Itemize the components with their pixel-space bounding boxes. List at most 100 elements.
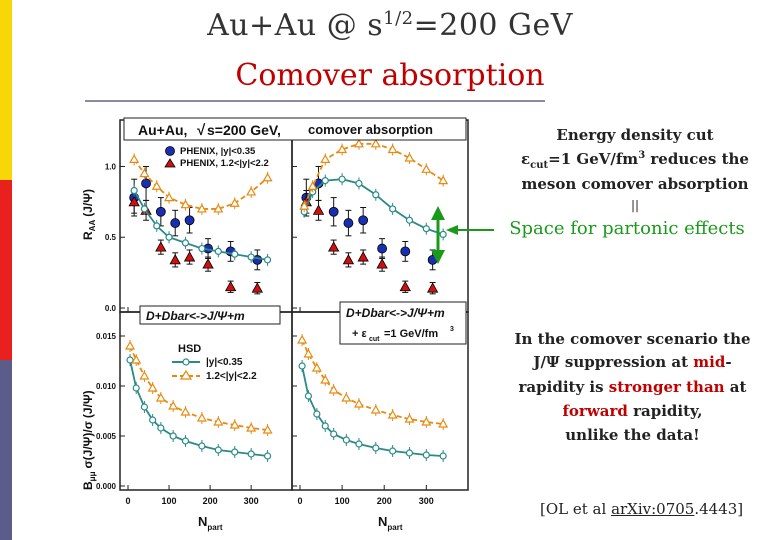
hsd-mid-point [389, 447, 397, 455]
hsd-mid-point [181, 437, 190, 445]
hsd-mid-point [214, 247, 222, 255]
accent-bar-red [0, 180, 12, 360]
x-tick-label: 300 [419, 496, 434, 506]
hsd-mid-point [181, 239, 190, 247]
y-tick-label: 0.005 [96, 432, 117, 441]
pipe: || [630, 198, 640, 212]
hsd-fwd-point [196, 412, 207, 422]
hsd-fwd-point [353, 398, 364, 408]
hsd-mid-point [140, 403, 149, 411]
eps-tail: reduces the [645, 150, 749, 168]
header-box [123, 117, 467, 141]
hsd-mid-point [247, 450, 255, 458]
hsd-fwd-point [131, 354, 142, 364]
hsd-fwd-point [213, 203, 224, 213]
box-left-text: D+Dbar<->J/Ψ+m [146, 309, 245, 323]
eps-rest: =1 GeV/fm [548, 150, 639, 168]
hsd-mid-point [439, 230, 447, 238]
tick-group: 0.0 0.5 1.0 0.000 0.005 0.010 0.015 0 100 200 300 0… [96, 162, 434, 506]
top-ylabel-aa: AA [88, 220, 97, 232]
hsd-mid-point [153, 222, 161, 230]
hsd-fwd-point [262, 172, 273, 182]
phenix-mid-point [328, 206, 339, 217]
eps-note-sup: 3 [450, 326, 454, 333]
phenix-mid-point [377, 243, 388, 254]
hsd-mid-point [130, 186, 138, 195]
energy-line1: Energy density cut [556, 126, 714, 144]
box-left [139, 305, 281, 325]
hsd-fwd-point [404, 152, 415, 162]
top-ylabel: RAA (J/Ψ) [81, 189, 97, 240]
y-tick-label: 0.000 [96, 482, 117, 491]
citation: [OL et al arXiv:0705.4443] [540, 500, 780, 518]
phenix-mid-point [400, 246, 411, 257]
bot-ylabel-sigma: σ(J/Ψ)/σ [81, 421, 95, 468]
x-tick-label: 0 [297, 496, 302, 506]
accent-bar-yellow [0, 0, 12, 180]
hsd-fwd-point [139, 370, 150, 380]
hsd-mid-point [372, 444, 380, 452]
eps-symbol: ε [521, 150, 531, 168]
title-suffix: =200 GeV [413, 8, 573, 43]
phenix-mid-point [155, 206, 166, 217]
hsd-mid-point [338, 175, 346, 183]
hsd-fwd-line [133, 158, 269, 210]
hsd-mid-point [231, 448, 239, 456]
x-tick-label: 0 [125, 496, 130, 506]
legend-hsd-title: HSD [178, 343, 201, 355]
hsd-fwd-point [129, 154, 140, 163]
hsd-fwd-point [387, 144, 398, 154]
eps-note-b: =1 GeV/fm [384, 328, 438, 340]
hsd-fwd-point [404, 413, 415, 423]
citation-link[interactable]: arXiv:0705 [611, 500, 695, 518]
hsd-mid-point [342, 436, 350, 444]
p2-line2b: mid [693, 353, 726, 371]
x-tick-label: 300 [244, 496, 259, 506]
hsd-fwd-point [139, 168, 150, 178]
double-arrow-head-up [431, 206, 445, 220]
hsd-fwd-point [341, 392, 352, 402]
mark-group [125, 137, 449, 462]
pointer-arrow-head [446, 225, 458, 235]
p2-line5: unlike the data! [565, 426, 700, 444]
legend-hsd-mid-marker [182, 358, 190, 366]
hsd-fwd-point [438, 418, 449, 428]
box-right-text: D+Dbar<->J/Ψ+m [346, 306, 445, 320]
x-tick-label: 200 [377, 496, 392, 506]
hsd-mid-point [157, 424, 165, 432]
phenix-fwd-point [342, 254, 355, 265]
phenix-fwd-point [155, 241, 167, 252]
hsd-mid-point [405, 216, 414, 224]
hsd-mid-line [133, 190, 268, 261]
p2-line4a: forward [562, 402, 628, 420]
hsd-mid-point [355, 179, 363, 188]
box-right [339, 301, 467, 345]
hsd-mid-point [132, 384, 140, 392]
hsd-mid-point [198, 244, 206, 253]
legend-phenix-fwd-marker [164, 158, 176, 168]
hsd-mid-point [263, 256, 272, 264]
header-sqrt: √ [197, 122, 206, 139]
top-ylabel-jpsi: (J/Ψ) [81, 189, 95, 217]
hsd-fwd-point [213, 416, 224, 426]
legend-phenix-1: PHENIX, |y|<0.35 [180, 146, 256, 157]
hsd-mid-line [303, 178, 444, 236]
hsd-mid-point [389, 205, 397, 213]
xlabel-right-sub: part [387, 523, 402, 532]
phenix-fwd-point [251, 282, 263, 293]
hsd-mid-point [298, 362, 306, 370]
slide-subtitle: Comover absorption [235, 58, 545, 93]
xlabel-left-sub: part [207, 523, 222, 532]
hsd-mid-point [355, 440, 363, 448]
bot-ylabel: Bμμ σ(J/Ψ)/σ (J/Ψ) [81, 390, 97, 490]
p2-line2: J/Ψ suppression at mid- [495, 353, 770, 371]
eps-sup: 3 [638, 150, 646, 161]
p2-line2a: J/Ψ suppression at [533, 353, 694, 371]
phenix-fwd-point [357, 251, 369, 262]
hsd-fwd-point [320, 374, 331, 384]
header-a: Au+Au, [138, 122, 187, 138]
eps-note-a: + ε [352, 328, 367, 340]
hsd-mid-point [405, 449, 414, 457]
slide-title: Au+Au @ s1/2=200 GeV [0, 8, 780, 43]
header-b: s=200 GeV, [207, 122, 281, 138]
